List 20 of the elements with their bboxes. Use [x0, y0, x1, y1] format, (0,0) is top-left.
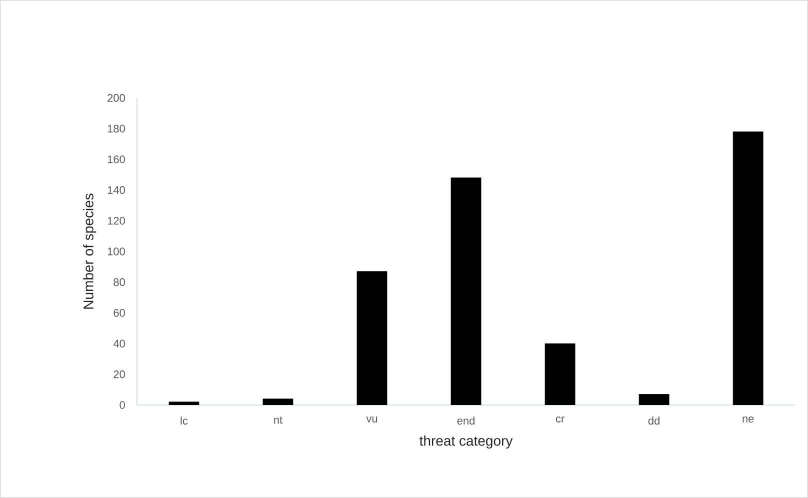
x-tick-label: ne — [742, 416, 754, 423]
y-tick-label: 60 — [114, 309, 125, 317]
y-tick-label: 100 — [108, 248, 125, 256]
x-tick-label: lc — [180, 416, 188, 425]
x-tick-label: vu — [366, 416, 378, 422]
x-tick-label: nt — [274, 416, 282, 424]
y-tick-label: 160 — [108, 155, 125, 164]
y-tick-label: 120 — [108, 216, 125, 225]
x-tick-label: end — [457, 416, 474, 425]
y-tick-label: 200 — [108, 94, 125, 102]
y-tick-label: 20 — [114, 370, 125, 378]
y-tick-label: 0 — [120, 401, 125, 409]
y-tick-label: 80 — [114, 278, 125, 286]
y-tick-label: 40 — [113, 340, 125, 348]
y-tick-label: 180 — [108, 124, 125, 133]
x-tick-label: cr — [556, 416, 564, 423]
y-axis-title: Number of species — [83, 194, 96, 309]
x-tick-label: dd — [648, 416, 660, 425]
y-tick-label: 140 — [108, 186, 125, 194]
x-axis-title: threat category — [420, 436, 513, 449]
